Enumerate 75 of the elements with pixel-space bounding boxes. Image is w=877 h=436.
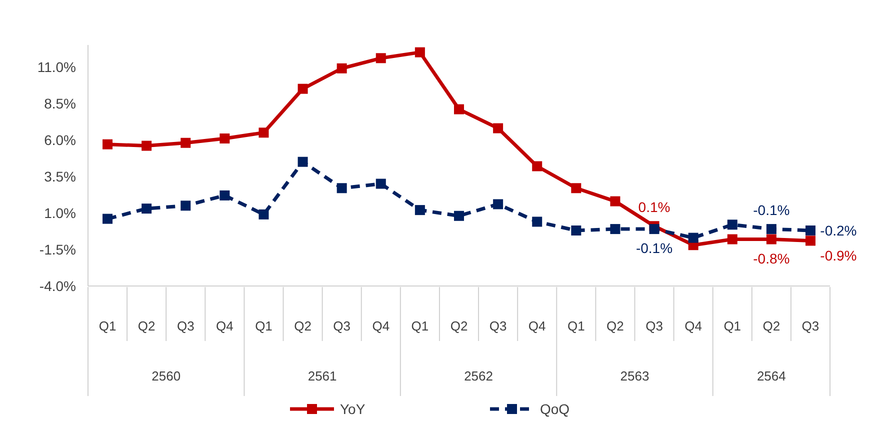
point [258, 128, 269, 138]
x-tick-label: Q1 [255, 318, 272, 334]
point [180, 138, 191, 148]
point [102, 214, 113, 224]
x-tick-label: Q2 [450, 318, 468, 334]
x-tick-label: Q4 [372, 318, 390, 334]
x-tick-label: Q2 [762, 318, 780, 334]
point [766, 234, 776, 244]
point [376, 178, 386, 189]
point [298, 156, 308, 167]
x-tick-label: Q3 [489, 318, 507, 334]
point [142, 204, 152, 214]
point [220, 190, 230, 200]
x-tick-label: Q3 [333, 318, 351, 334]
data-label: -0.1% [753, 202, 790, 218]
text: 2561 [308, 368, 337, 384]
point [336, 63, 347, 74]
y-tick-label: 3.5% [44, 168, 76, 184]
data-label: 0.1% [638, 199, 670, 216]
point [727, 234, 738, 244]
legend-label: QoQ [540, 400, 570, 417]
x-tick-label: Q3 [176, 318, 194, 334]
x-tick-label: Q2 [138, 318, 156, 334]
point [142, 140, 152, 151]
x-tick-label: Q1 [98, 318, 116, 334]
point [493, 123, 504, 134]
data-label: -0.9% [820, 248, 857, 264]
point [258, 209, 269, 220]
x-tick-label: Q1 [411, 318, 429, 334]
x-tick-label: Q3 [646, 318, 663, 334]
point [336, 183, 347, 194]
text: 2563 [620, 368, 650, 384]
y-tick-label: 1.0% [44, 204, 76, 221]
point [532, 216, 542, 227]
point [805, 225, 816, 236]
point [805, 236, 816, 246]
point [649, 224, 660, 234]
y-tick-label: -4.0% [39, 278, 76, 294]
y-tick-label: 8.5% [44, 95, 76, 112]
point [454, 210, 464, 221]
point [571, 183, 582, 194]
point [493, 199, 504, 210]
point [571, 225, 582, 236]
x-tick-label: Q1 [567, 318, 585, 334]
point [727, 220, 738, 230]
x-tick-label: Q4 [216, 318, 234, 334]
point [414, 47, 425, 58]
point [180, 200, 191, 211]
y-tick-label: 6.0% [44, 132, 76, 148]
point [102, 139, 113, 150]
data-label: -0.1% [636, 240, 673, 256]
data-label: -0.2% [820, 222, 857, 238]
point [532, 161, 542, 172]
y-tick-label: 11.0% [37, 58, 76, 75]
x-tick-label: Q4 [684, 318, 702, 334]
point [688, 232, 698, 243]
point [454, 104, 464, 114]
text: 2560 [152, 368, 181, 384]
point [610, 224, 620, 234]
x-tick-label: Q4 [528, 318, 546, 334]
x-tick-label: Q1 [724, 318, 742, 334]
data-label: -0.8% [753, 250, 790, 266]
point [414, 205, 425, 216]
y-tick-label: -1.5% [39, 241, 76, 258]
text: 2562 [464, 368, 493, 384]
text: 2564 [756, 368, 786, 384]
x-tick-label: Q2 [606, 318, 624, 334]
legend-label: YoY [340, 400, 366, 417]
x-tick-label: Q3 [802, 318, 820, 334]
x-tick-label: Q2 [294, 318, 312, 334]
point [220, 133, 230, 144]
point [376, 53, 386, 64]
point [766, 224, 776, 234]
point [610, 196, 620, 206]
point [298, 84, 308, 94]
